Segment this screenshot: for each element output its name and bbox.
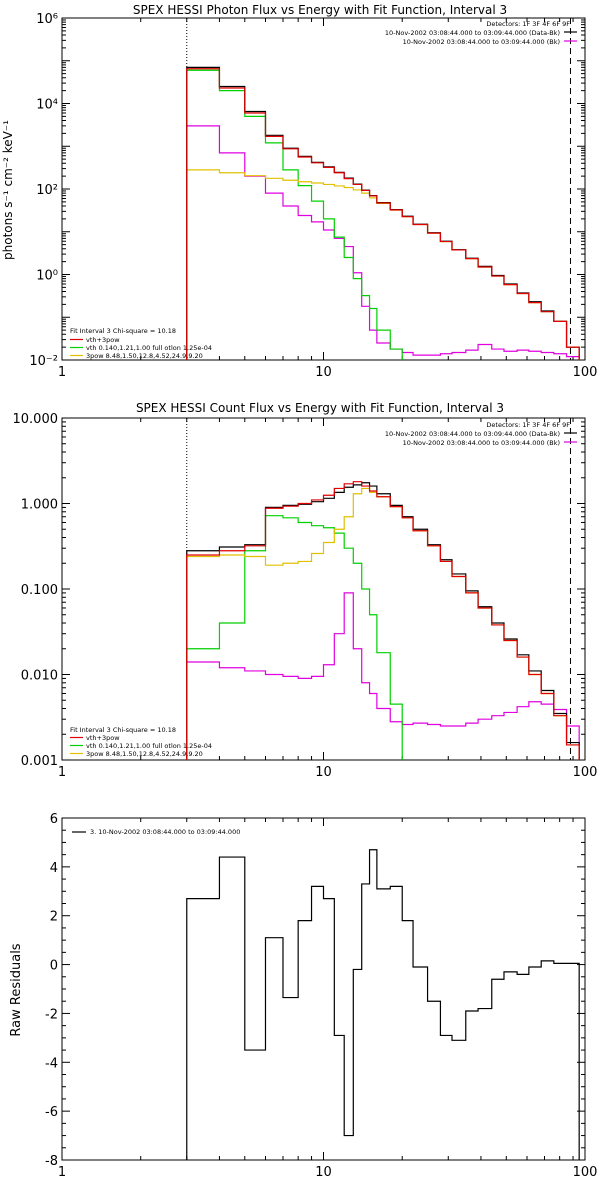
count-flux-fit-item-vth-3pow: vth+3pow [86, 734, 120, 742]
photon-flux-legend-bk: 10-Nov-2002 03:08:44.000 to 03:09:44.000… [403, 38, 560, 46]
photon-flux-fit-item-vth-3pow: vth+3pow [86, 336, 120, 344]
count-flux-panel: SPEX HESSI Count Flux vs Energy with Fit… [13, 401, 598, 780]
y-tick-label-0: 10⁶ [36, 12, 58, 27]
x-tick-label-1: 100 [573, 765, 598, 780]
count-flux-legend-data-bk: 10-Nov-2002 03:08:44.000 to 03:09:44.000… [385, 430, 560, 438]
x-tick-label-0: 10 [315, 365, 332, 380]
series-group-0 [186, 66, 580, 360]
y-tick-label-2: 0 [50, 959, 58, 974]
residuals-plot-area: 1 10 100 -8 -6 -4 -2 0 2 4 6 [45, 812, 597, 1180]
series-vth [186, 515, 403, 760]
y-tick-label-2: -2 [45, 1007, 58, 1022]
series-bk [186, 592, 580, 760]
y-tick-label-0: 10² [36, 183, 58, 198]
y-tick-label-0: 10⁻² [29, 354, 58, 369]
y-tick-label-0: 10⁰ [36, 269, 58, 284]
count-flux-plot-area: 1 10 100 0.001 0.010 0.100 1.000 10.000 [13, 412, 598, 780]
count-flux-title: SPEX HESSI Count Flux vs Energy with Fit… [136, 401, 504, 415]
photon-flux-panel: SPEX HESSI Photon Flux vs Energy with Fi… [1, 3, 598, 380]
residuals-panel: Raw Residuals 1 10 100 -8 -6 -4 -2 0 2 4 6 3. 10-N… [9, 812, 597, 1180]
series-vth [186, 69, 403, 360]
residuals-legend-text: 3. 10-Nov-2002 03:08:44.000 to 03:09:44.… [90, 828, 240, 836]
y-tick-label-1: 10.000 [13, 412, 59, 427]
x-tick-label-1: 10 [315, 765, 332, 780]
photon-flux-legend-data-bk: 10-Nov-2002 03:08:44.000 to 03:09:44.000… [385, 29, 560, 37]
x-tick-label-0: 100 [573, 365, 598, 380]
series-group-2 [186, 849, 580, 1160]
count-flux-legend-detectors: Detectors: 1F 3F 4F 6F 9F [486, 421, 570, 429]
series-vth-3pow [186, 481, 580, 760]
photon-flux-legend-top-right: Detectors: 1F 3F 4F 6F 9F 10-Nov-2002 03… [385, 20, 570, 46]
series-data-bk [186, 482, 580, 760]
count-flux-legend-bottom-left: Fit Interval 3 Chi-square = 10.18 vth+3p… [70, 726, 212, 758]
photon-flux-ylabel: photons s⁻¹ cm⁻² keV⁻¹ [1, 120, 15, 260]
y-tick-label-2: -8 [45, 1154, 58, 1169]
x-tick-label-2: 10 [315, 1165, 332, 1180]
y-tick-label-2: 6 [50, 812, 58, 827]
y-tick-label-1: 1.000 [21, 498, 58, 513]
y-tick-label-2: 4 [50, 861, 58, 876]
count-flux-fit-item-3pow: 3pow 8.48,1.50,12.8,4.52,24.9,9.20 [86, 750, 203, 758]
y-tick-label-1: 0.100 [21, 583, 58, 598]
photon-flux-fit-item-3pow: 3pow 8.48,1.50,12.8,4.52,24.9,9.20 [86, 352, 203, 360]
y-tick-label-2: -6 [45, 1105, 58, 1120]
y-tick-label-0: 10⁴ [36, 98, 58, 113]
y-tick-label-2: -4 [45, 1056, 58, 1071]
series-group-1 [186, 481, 580, 760]
x-tick-label-2: 1 [58, 1165, 66, 1180]
y-tick-label-2: 2 [50, 910, 58, 925]
count-flux-fit-item-vth: vth 0.140,1.21,1.00 full otlon 1.25e-04 [86, 742, 212, 750]
photon-flux-fit-item-vth: vth 0.140,1.21,1.00 full otlon 1.25e-04 [86, 344, 212, 352]
y-tick-label-1: 0.010 [21, 669, 58, 684]
x-tick-label-1: 1 [58, 765, 66, 780]
photon-flux-fit-title: Fit Interval 3 Chi-square = 10.18 [70, 327, 176, 335]
count-flux-legend-top-right: Detectors: 1F 3F 4F 6F 9F 10-Nov-2002 03… [385, 421, 570, 447]
count-flux-legend-bk: 10-Nov-2002 03:08:44.000 to 03:09:44.000… [403, 439, 560, 447]
photon-flux-legend-detectors: Detectors: 1F 3F 4F 6F 9F [486, 20, 570, 28]
x-tick-label-2: 100 [573, 1165, 598, 1180]
count-flux-fit-title: Fit Interval 3 Chi-square = 10.18 [70, 726, 176, 734]
photon-flux-title: SPEX HESSI Photon Flux vs Energy with Fi… [133, 3, 507, 17]
photon-flux-legend-bottom-left: Fit Interval 3 Chi-square = 10.18 vth+3p… [70, 327, 212, 360]
photon-flux-plot-area: 1 10 100 10⁻² 10⁰ 10² 10⁴ 10⁶ [29, 12, 598, 380]
y-tick-label-1: 0.001 [21, 754, 58, 769]
series-3-10-nov-2002-03-08-44-000-to-03-09-44-000 [186, 849, 580, 1160]
series-vth-3pow [186, 68, 580, 360]
x-tick-label-0: 1 [58, 365, 66, 380]
residuals-ylabel: Raw Residuals [9, 943, 24, 1036]
